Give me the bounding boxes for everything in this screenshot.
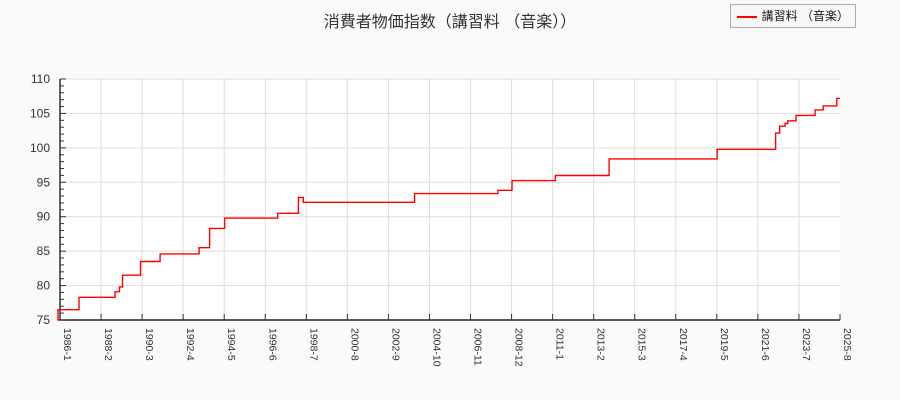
svg-text:1998-7: 1998-7 — [307, 328, 319, 361]
svg-text:2002-9: 2002-9 — [389, 328, 401, 361]
svg-text:80: 80 — [37, 279, 51, 293]
svg-text:2004-10: 2004-10 — [430, 328, 442, 367]
svg-text:85: 85 — [37, 244, 51, 258]
svg-text:2015-3: 2015-3 — [636, 328, 648, 361]
svg-text:1994-5: 1994-5 — [225, 328, 237, 361]
svg-text:95: 95 — [37, 175, 51, 189]
svg-text:110: 110 — [31, 72, 50, 86]
svg-text:105: 105 — [30, 106, 50, 120]
svg-text:1986-1: 1986-1 — [61, 328, 73, 361]
svg-text:75: 75 — [37, 313, 51, 327]
svg-text:1990-3: 1990-3 — [143, 328, 155, 361]
svg-text:2019-5: 2019-5 — [718, 328, 730, 361]
svg-text:2013-2: 2013-2 — [595, 328, 607, 361]
svg-text:2011-1: 2011-1 — [554, 328, 566, 360]
svg-text:90: 90 — [37, 210, 51, 224]
svg-text:1996-6: 1996-6 — [266, 328, 278, 361]
svg-text:2025-8: 2025-8 — [841, 328, 853, 361]
svg-text:2008-12: 2008-12 — [513, 328, 525, 367]
svg-text:1988-2: 1988-2 — [102, 328, 114, 361]
svg-text:2023-7: 2023-7 — [800, 328, 812, 361]
svg-text:2006-11: 2006-11 — [472, 328, 484, 366]
svg-text:2017-4: 2017-4 — [677, 328, 689, 361]
svg-text:2021-6: 2021-6 — [759, 328, 771, 361]
svg-text:1992-4: 1992-4 — [184, 328, 196, 361]
svg-text:2000-8: 2000-8 — [348, 328, 360, 361]
svg-text:100: 100 — [30, 141, 50, 155]
